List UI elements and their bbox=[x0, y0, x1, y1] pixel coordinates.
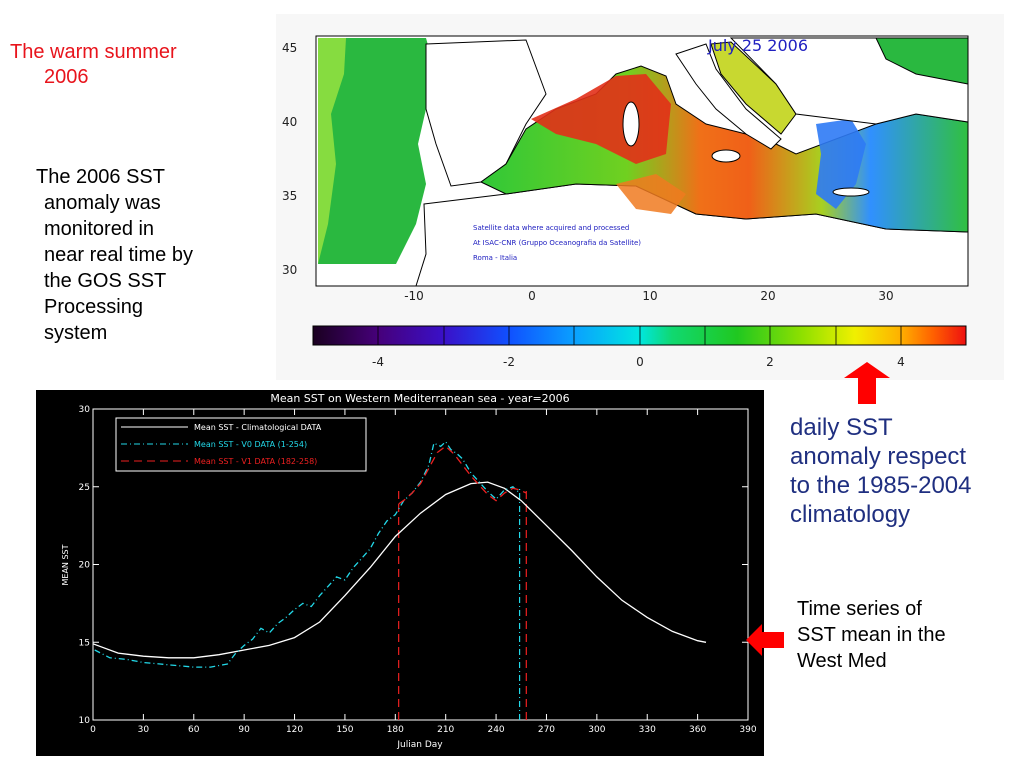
climatology-line bbox=[92, 481, 707, 659]
x-tick-label: 120 bbox=[286, 725, 303, 735]
up-arrow-icon bbox=[844, 362, 890, 404]
colorbar-tick-label: 2 bbox=[766, 355, 774, 369]
timeseries-note-line: West Med bbox=[797, 650, 887, 672]
series-layer bbox=[92, 440, 707, 720]
map-date-label: July 25 2006 bbox=[707, 36, 808, 55]
y-tick-label: 15 bbox=[79, 638, 90, 648]
x-tick-label: 390 bbox=[739, 725, 756, 735]
chart-title: Mean SST on Western Mediterranean sea - … bbox=[270, 392, 569, 405]
x-tick-label: 90 bbox=[238, 725, 250, 735]
legend-label-v0: Mean SST - V0 DATA (1-254) bbox=[194, 440, 307, 449]
sicily-island bbox=[711, 149, 741, 163]
x-axis-label: Julian Day bbox=[396, 740, 443, 750]
map-credit-line-2: At ISAC-CNR (Gruppo Oceanografia da Sate… bbox=[473, 239, 641, 247]
description-line: near real time by bbox=[44, 244, 193, 266]
lat-tick-label: 40 bbox=[282, 115, 297, 129]
x-tick-label: 150 bbox=[336, 725, 353, 735]
timeseries-note-line: SST mean in the bbox=[797, 624, 946, 646]
y-axis: 10 15 20 25 30 bbox=[79, 405, 748, 726]
chart-background bbox=[36, 390, 764, 756]
x-tick-label: 0 bbox=[90, 725, 96, 735]
colorbar-tick-label: 4 bbox=[897, 355, 905, 369]
timeseries-note-line: Time series of bbox=[797, 598, 922, 620]
lon-tick-label: 30 bbox=[878, 289, 893, 303]
y-tick-label: 30 bbox=[79, 405, 91, 415]
colorbar-tick-label: -4 bbox=[372, 355, 384, 369]
x-tick-label: 300 bbox=[588, 725, 605, 735]
sardinia-corsica-island bbox=[622, 101, 640, 147]
x-tick-label: 240 bbox=[487, 725, 504, 735]
x-axis: 0 30 60 90 120 150 180 210 240 270 300 330 360 390 bbox=[90, 409, 757, 735]
colorbar-dividers bbox=[377, 326, 902, 345]
anomaly-note-line: climatology bbox=[790, 501, 911, 528]
anomaly-note-line: daily SST bbox=[790, 414, 893, 441]
x-tick-label: 180 bbox=[387, 725, 404, 735]
atlantic-sea bbox=[318, 38, 436, 264]
slide-title-line-1: The warm summer bbox=[10, 41, 177, 63]
colorbar-tick-label: -2 bbox=[503, 355, 515, 369]
description-line: Processing bbox=[44, 296, 143, 318]
left-arrow-icon bbox=[746, 624, 784, 656]
anomaly-note-line: anomaly respect bbox=[790, 443, 967, 470]
sst-time-series-chart: Mean SST on Western Mediterranean sea - … bbox=[36, 390, 764, 756]
x-tick-label: 360 bbox=[689, 725, 706, 735]
aegean-cool-anomaly bbox=[816, 119, 866, 209]
y-tick-label: 10 bbox=[79, 716, 91, 726]
adriatic-sea bbox=[710, 41, 797, 135]
slide-title-line-2: 2006 bbox=[44, 66, 89, 88]
lat-tick-label: 30 bbox=[282, 263, 297, 277]
map-credit-line-3: Roma - Italia bbox=[473, 254, 517, 262]
warm-anomaly-south bbox=[616, 174, 686, 214]
x-tick-label: 60 bbox=[188, 725, 200, 735]
anomaly-note-line: to the 1985-2004 bbox=[790, 472, 972, 499]
x-tick-label: 210 bbox=[437, 725, 454, 735]
legend-label-v1: Mean SST - V1 DATA (182-258) bbox=[194, 457, 317, 466]
colorbar-tick-label: 0 bbox=[636, 355, 644, 369]
x-tick-label: 330 bbox=[639, 725, 656, 735]
timeseries-note: Time series of SST mean in the West Med bbox=[797, 596, 1017, 674]
italy-land bbox=[675, 43, 782, 150]
legend-box bbox=[115, 417, 367, 472]
lon-tick-label: 20 bbox=[760, 289, 775, 303]
lon-tick-label: -10 bbox=[404, 289, 424, 303]
map-credit-line-1: Satellite data where acquired and proces… bbox=[473, 224, 629, 232]
description-line: The 2006 SST bbox=[36, 166, 165, 188]
colorbar bbox=[312, 325, 967, 346]
x-tick-label: 270 bbox=[538, 725, 555, 735]
x-tick-label: 30 bbox=[138, 725, 150, 735]
lat-tick-label: 35 bbox=[282, 189, 297, 203]
legend-label-climatology: Mean SST - Climatological DATA bbox=[194, 423, 322, 432]
lat-tick-label: 45 bbox=[282, 41, 297, 55]
description-line: anomaly was bbox=[44, 192, 161, 214]
description-line: monitored in bbox=[44, 218, 155, 240]
y-tick-label: 25 bbox=[79, 483, 90, 493]
y-axis-label: MEAN SST bbox=[61, 544, 70, 585]
description-text: The 2006 SST anomaly was monitored in ne… bbox=[36, 164, 256, 346]
crete-island bbox=[832, 187, 870, 197]
anomaly-note: daily SST anomaly respect to the 1985-20… bbox=[790, 413, 1020, 529]
y-tick-label: 20 bbox=[79, 561, 91, 571]
slide-title: The warm summer 2006 bbox=[10, 40, 250, 90]
description-line: the GOS SST bbox=[44, 270, 167, 292]
v0-data-line bbox=[94, 440, 521, 668]
lon-tick-label: 0 bbox=[528, 289, 536, 303]
map-border bbox=[315, 35, 969, 287]
atlantic-coast-band bbox=[318, 38, 346, 264]
sst-anomaly-map: July 25 2006 Satellite data where acquir… bbox=[276, 14, 1004, 380]
black-sea bbox=[875, 37, 969, 85]
description-line: system bbox=[44, 322, 108, 344]
lon-tick-label: 10 bbox=[642, 289, 657, 303]
